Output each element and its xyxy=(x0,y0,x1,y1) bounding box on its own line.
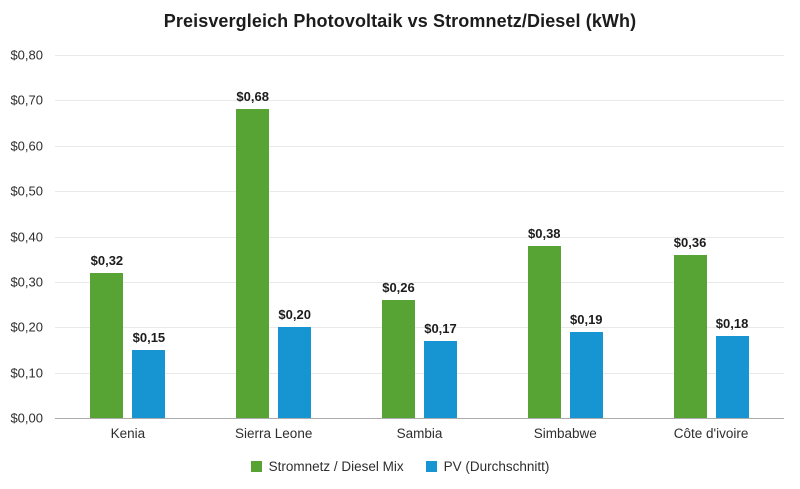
grid-diesel-bar-kenia: $0,32 xyxy=(90,253,124,418)
y-tick-label: $0,00 xyxy=(10,410,43,426)
bar-group-sambia: $0,26 $0,17 xyxy=(347,55,493,418)
gridline xyxy=(55,236,784,238)
bar-group-simbabwe: $0,38 $0,19 xyxy=(492,55,638,418)
bar-value-label: $0,17 xyxy=(424,320,457,336)
x-axis-line xyxy=(55,418,784,419)
gridline xyxy=(55,100,784,102)
pv-bar-c-te-d-ivoire: $0,18 xyxy=(715,316,749,418)
y-tick-label: $0,60 xyxy=(10,138,43,154)
y-tick-label: $0,40 xyxy=(10,229,43,244)
bar-value-label: $0,38 xyxy=(528,225,561,241)
bar-groups: $0,32 $0,15 $0,68 $0,20 $0,26 $0,17 $0,38 $0,19… xyxy=(55,55,784,418)
grid-diesel-bar-sambia: $0,26 xyxy=(381,280,415,418)
x-axis-labels: Kenia Sierra Leone Sambia Simbabwe Côte d'iv… xyxy=(55,426,784,441)
y-tick-label: $0,30 xyxy=(10,274,43,290)
legend-label: Stromnetz / Diesel Mix xyxy=(268,459,404,474)
pv-bar-sierra-leone: $0,20 xyxy=(278,307,312,418)
x-category-label-sambia: Sambia xyxy=(396,426,443,441)
y-tick-label: $0,80 xyxy=(10,47,43,63)
legend-swatch-icon xyxy=(425,461,437,472)
legend-label: PV (Durchschnitt) xyxy=(443,459,550,474)
x-category-label-kenia: Kenia xyxy=(110,426,146,441)
grid-diesel-bar-sierra-leone: $0,68 xyxy=(236,89,270,418)
grid-diesel-bar-c-te-d-ivoire: $0,36 xyxy=(673,235,707,418)
bar-value-label: $0,19 xyxy=(570,311,603,327)
bar-value-label: $0,68 xyxy=(236,89,269,105)
y-tick-label: $0,10 xyxy=(10,365,43,381)
bar-group-c-te-d-ivoire: $0,36 $0,18 xyxy=(638,55,784,418)
bar-value-label: $0,32 xyxy=(90,252,124,268)
x-category-label-sierra-leone: Sierra Leone xyxy=(235,426,313,441)
gridline xyxy=(55,372,784,374)
pv-bar-sambia: $0,17 xyxy=(423,321,457,418)
legend-swatch-icon xyxy=(250,461,262,472)
legend-item: Stromnetz / Diesel Mix xyxy=(250,459,404,474)
bar-value-label: $0,26 xyxy=(382,280,415,296)
gridline xyxy=(55,55,784,56)
legend-item: PV (Durchschnitt) xyxy=(425,459,550,474)
bar-value-label: $0,15 xyxy=(132,329,166,345)
grid-diesel-bar-simbabwe: $0,38 xyxy=(527,226,561,418)
chart-title: Preisvergleich Photovoltaik vs Stromnetz… xyxy=(163,11,637,31)
x-category-label-simbabwe: Simbabwe xyxy=(533,426,597,441)
y-axis-labels: $0,80 $0,70 $0,60 $0,50 $0,40 $0,30 $0,20 $0,10… xyxy=(0,48,46,426)
bar-value-label: $0,18 xyxy=(715,316,749,332)
bar-value-label: $0,36 xyxy=(673,234,707,250)
gridline xyxy=(55,281,784,283)
y-tick-label: $0,20 xyxy=(10,319,43,335)
y-tick-label: $0,70 xyxy=(10,92,43,108)
bar-group-kenia: $0,32 $0,15 xyxy=(55,55,201,418)
y-tick-label: $0,50 xyxy=(10,183,43,199)
plot-area: $0,32 $0,15 $0,68 $0,20 $0,26 $0,17 $0,38 $0,19… xyxy=(55,55,784,419)
x-category-label-c-te-d-ivoire: Côte d'ivoire xyxy=(673,426,749,441)
gridline xyxy=(55,191,784,193)
bar-value-label: $0,20 xyxy=(278,307,311,323)
pv-bar-kenia: $0,15 xyxy=(132,330,166,418)
bar-group-sierra-leone: $0,68 $0,20 xyxy=(201,55,347,418)
gridline xyxy=(55,145,784,147)
chart-legend: Stromnetz / Diesel Mix PV (Durchschnitt) xyxy=(0,459,800,474)
pv-bar-simbabwe: $0,19 xyxy=(569,312,603,418)
gridline xyxy=(55,327,784,329)
